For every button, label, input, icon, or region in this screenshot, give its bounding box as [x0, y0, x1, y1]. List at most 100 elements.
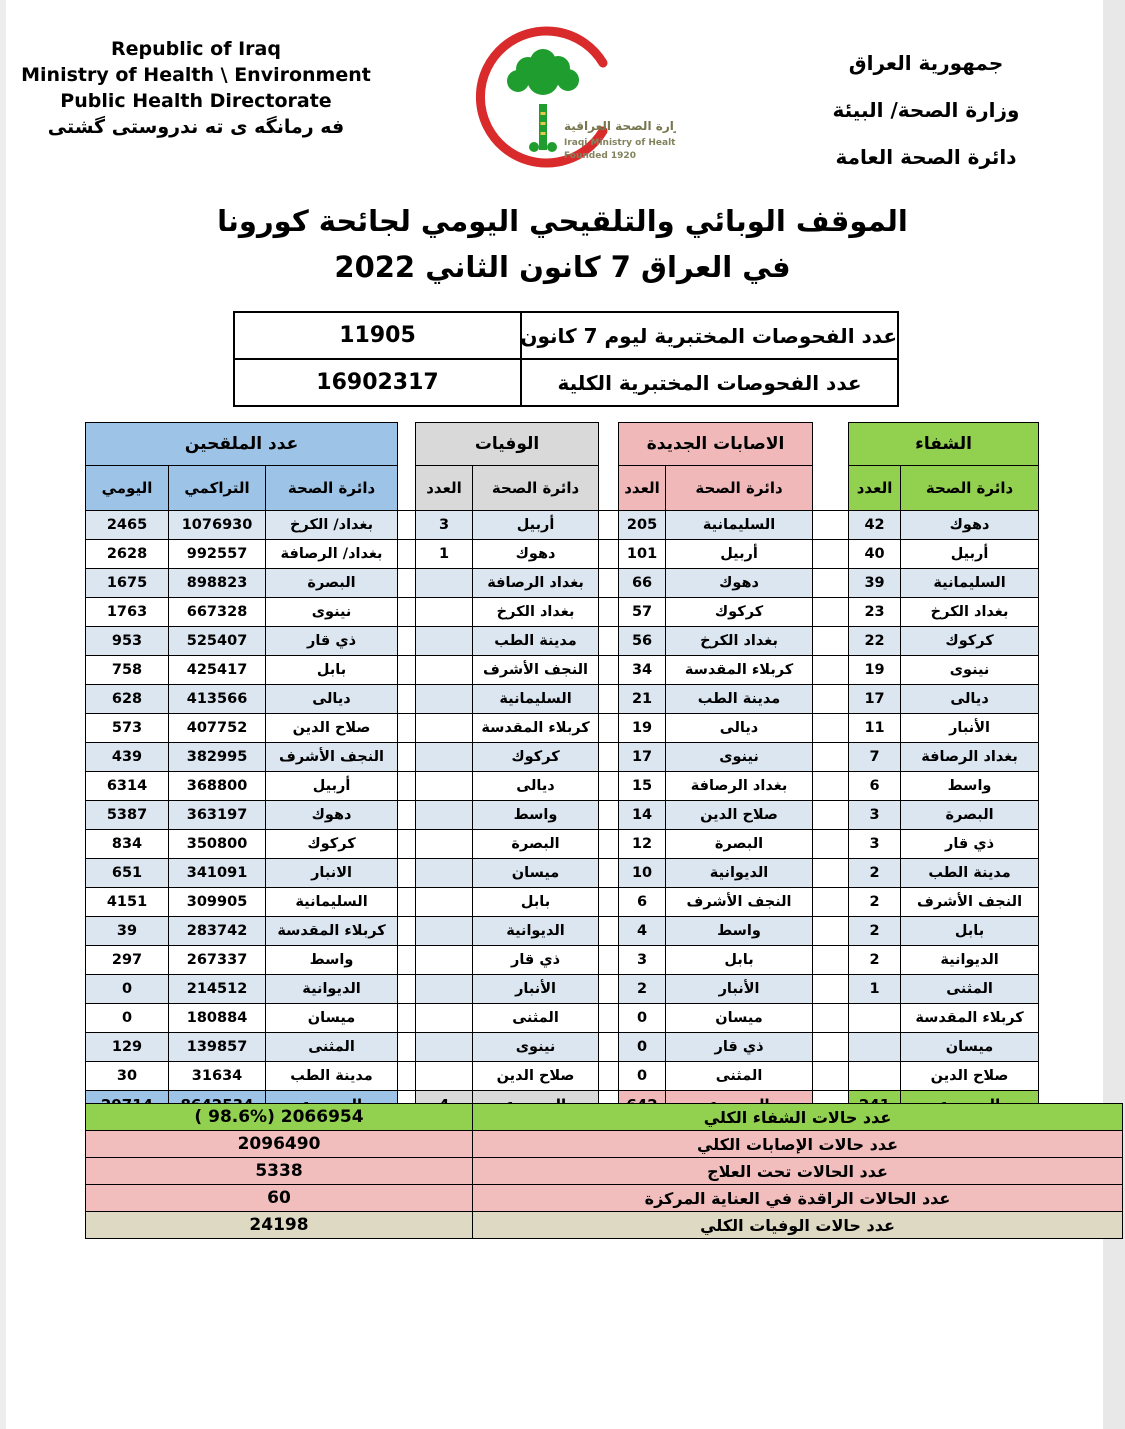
vaccinated-cumulative-cell: 382995 [168, 742, 267, 772]
spacer-cell [397, 858, 416, 888]
deaths-org-cell: نينوى [472, 1032, 600, 1062]
vaccinated-cumulative-cell: 667328 [168, 597, 267, 627]
spacer-cell [812, 597, 849, 627]
spacer-cell [397, 684, 416, 714]
recovery-count-cell: 2 [848, 945, 902, 975]
recovery-count-cell [848, 1032, 902, 1062]
spacer-cell [397, 771, 416, 801]
infections-org-cell: بغداد الرصافة [665, 771, 814, 801]
total-deaths-value: 24198 [85, 1211, 473, 1239]
recovery-count-cell: 23 [848, 597, 902, 627]
spacer-cell [812, 887, 849, 917]
infections-count-cell: 2 [618, 974, 667, 1004]
spacer-cell [397, 829, 416, 859]
table-row: المثنى 1 الأنبار 2 الأنبار الديوانية 214… [84, 974, 1040, 1004]
vaccinated-cumulative-cell: 407752 [168, 713, 267, 743]
recovery-count-cell: 17 [848, 684, 902, 714]
infections-count-cell: 4 [618, 916, 667, 946]
deaths-count-cell [415, 945, 474, 975]
icu-cases-label: عدد الحالات الراقدة في العناية المركزة [472, 1184, 1123, 1212]
spacer-cell [812, 539, 849, 569]
recovery-org-cell: المثنى [900, 974, 1040, 1004]
table-row: الأنبار 11 ديالى 19 كربلاء المقدسة صلاح … [84, 713, 1040, 743]
infections-org-cell: أربيل [665, 539, 814, 569]
deaths-org-cell: السليمانية [472, 684, 600, 714]
recovery-count-header: العدد [848, 465, 902, 511]
vaccinated-org-cell: أربيل [265, 771, 399, 801]
vaccinated-org-cell: مدينة الطب [265, 1061, 399, 1091]
vaccinated-org-cell: صلاح الدين [265, 713, 399, 743]
recovery-count-cell: 42 [848, 510, 902, 540]
vaccinated-org-cell: ذي قار [265, 626, 399, 656]
infections-org-cell: بابل [665, 945, 814, 975]
logo-founded: Founded 1920 [564, 151, 636, 161]
vaccinated-cumulative-cell: 139857 [168, 1032, 267, 1062]
recovery-count-cell [848, 1061, 902, 1091]
spacer-cell [812, 829, 849, 859]
vaccinated-daily-cell: 439 [84, 742, 170, 772]
vaccinated-cumulative-cell: 898823 [168, 568, 267, 598]
spacer-cell [397, 1032, 416, 1062]
table-row: البصرة 3 صلاح الدين 14 واسط دهوك 363197 … [84, 800, 1040, 830]
vaccinated-daily-cell: 0 [84, 974, 170, 1004]
vaccinated-cumulative-cell: 1076930 [168, 510, 267, 540]
spacer-cell [397, 1003, 416, 1033]
recovery-count-cell: 3 [848, 829, 902, 859]
report-title: الموقف الوبائي والتلقيحي اليومي لجائحة ك… [0, 198, 1125, 290]
spacer-cell [397, 655, 416, 685]
vaccinated-cumulative-cell: 525407 [168, 626, 267, 656]
infections-count-cell: 101 [618, 539, 667, 569]
total-cases-value: 2096490 [85, 1130, 473, 1158]
infections-org-cell: مدينة الطب [665, 684, 814, 714]
infections-count-cell: 0 [618, 1003, 667, 1033]
deaths-count-cell [415, 771, 474, 801]
spacer-cell [598, 655, 619, 685]
deaths-count-cell [415, 887, 474, 917]
table-row: عدد الفحوصات المختبرية ليوم 7 كانون الثا… [233, 311, 899, 360]
deaths-count-cell [415, 597, 474, 627]
table-row: السليمانية 39 دهوك 66 بغداد الرصافة البص… [84, 568, 1040, 598]
total-recoveries-label: عدد حالات الشفاء الكلي [472, 1103, 1123, 1131]
table-row: كركوك 22 بغداد الكرخ 56 مدينة الطب ذي قا… [84, 626, 1040, 656]
infections-count-cell: 0 [618, 1061, 667, 1091]
lab-total-label: عدد الفحوصات المختبرية الكلية [520, 358, 899, 407]
spacer-cell [598, 742, 619, 772]
deaths-org-cell: المثنى [472, 1003, 600, 1033]
lab-total-value: 16902317 [233, 358, 522, 407]
table-row: بغداد الرصافة 7 نينوى 17 كركوك النجف الأ… [84, 742, 1040, 772]
table-row: مدينة الطب 2 الديوانية 10 ميسان الانبار … [84, 858, 1040, 888]
recovery-org-cell: كركوك [900, 626, 1040, 656]
deaths-count-cell [415, 655, 474, 685]
letterhead-arabic: جمهورية العراق وزارة الصحة/ البيئة دائرة… [795, 40, 1057, 181]
letterhead-line: Public Health Directorate [60, 90, 332, 112]
recovery-org-cell: واسط [900, 771, 1040, 801]
vaccinated-cumulative-cell: 425417 [168, 655, 267, 685]
vaccinated-cumulative-cell: 180884 [168, 1003, 267, 1033]
spacer-cell [812, 655, 849, 685]
spacer-cell [598, 858, 619, 888]
logo-arabic-name: وزارة الصحة العراقية [564, 119, 676, 134]
vaccinated-cumulative-cell: 283742 [168, 916, 267, 946]
recovery-org-cell: مدينة الطب [900, 858, 1040, 888]
spacer-cell [397, 800, 416, 830]
letterhead-line: Ministry of Health \ Environment [21, 64, 371, 86]
deaths-org-cell: ديالى [472, 771, 600, 801]
table-row: ذي قار 3 البصرة 12 البصرة كركوك 350800 8… [84, 829, 1040, 859]
vaccinated-daily-cell: 129 [84, 1032, 170, 1062]
vaccinated-daily-cell: 758 [84, 655, 170, 685]
vaccinated-org-header: دائرة الصحة [265, 465, 399, 511]
ministry-of-health-logo: وزارة الصحة العراقية Iraqi Ministry of H… [476, 26, 676, 168]
deaths-count-cell [415, 713, 474, 743]
spacer-cell [397, 465, 416, 511]
deaths-count-cell [415, 916, 474, 946]
spacer-cell [397, 742, 416, 772]
deaths-org-cell: دهوك [472, 539, 600, 569]
recovery-count-cell: 22 [848, 626, 902, 656]
table-row: عدد الحالات تحت العلاج 5338 [85, 1157, 1123, 1185]
lab-daily-label: عدد الفحوصات المختبرية ليوم 7 كانون الثا… [520, 311, 899, 360]
recovery-count-cell: 19 [848, 655, 902, 685]
infections-count-header: العدد [618, 465, 667, 511]
infections-org-cell: الديوانية [665, 858, 814, 888]
infections-org-cell: الأنبار [665, 974, 814, 1004]
deaths-org-cell: مدينة الطب [472, 626, 600, 656]
